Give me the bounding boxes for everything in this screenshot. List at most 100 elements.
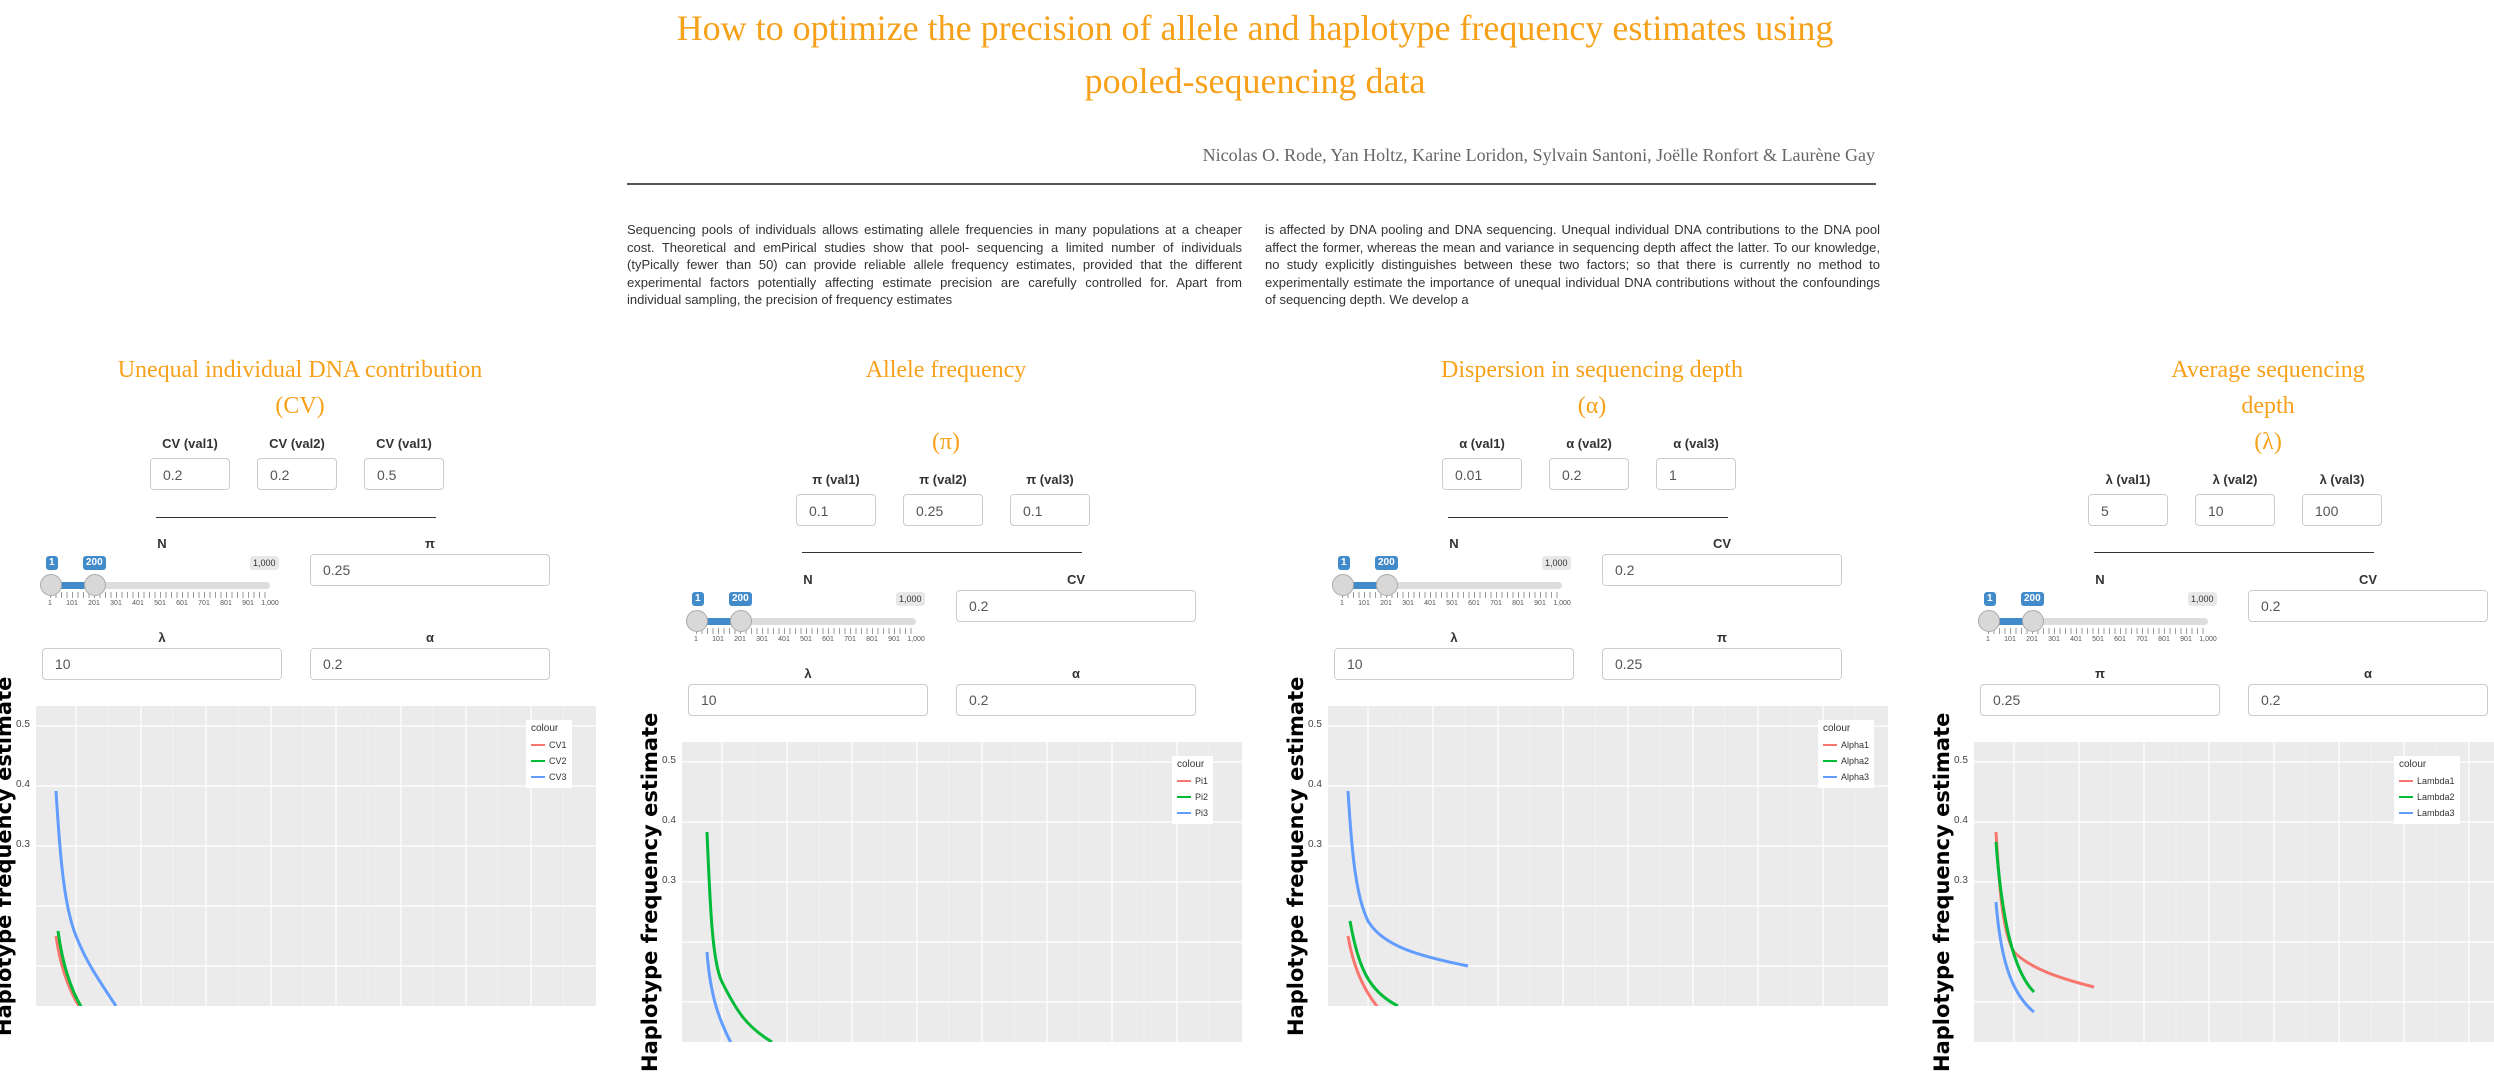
frequency-plot: colour Pi1 Pi2 Pi3 bbox=[682, 742, 1242, 1042]
var-input-1[interactable]: 5 bbox=[2088, 494, 2168, 526]
y-axis-label: Haplotype frequency estimate bbox=[0, 676, 16, 1036]
slider-tick-label: 501 bbox=[800, 636, 812, 643]
legend-item: CV2 bbox=[531, 753, 567, 769]
slider-tick-label: 301 bbox=[1402, 600, 1414, 607]
slider-track[interactable] bbox=[1988, 618, 2208, 625]
legend-item: Lambda3 bbox=[2399, 805, 2455, 821]
var-input-1[interactable]: 0.2 bbox=[150, 458, 230, 490]
n-range-slider[interactable]: 1 101 201 301 401 501 601 701 801 901 1,000 1 200 1,0… bbox=[40, 556, 280, 616]
slider-tick-label: 201 bbox=[88, 600, 100, 607]
slider-label: N bbox=[1449, 536, 1459, 551]
field-input-2[interactable]: 10 bbox=[688, 684, 928, 716]
field-label: CV bbox=[2358, 572, 2378, 587]
y-tick-label: 0.4 bbox=[662, 815, 676, 826]
legend-item: CV3 bbox=[531, 769, 567, 785]
var-input-1[interactable]: 0.01 bbox=[1442, 458, 1522, 490]
legend-swatch bbox=[1177, 812, 1191, 814]
slider-low-value: 1 bbox=[1338, 556, 1350, 570]
slider-tick-label: 1 bbox=[48, 600, 52, 607]
slider-handle-low[interactable] bbox=[40, 574, 62, 596]
slider-handle-high[interactable] bbox=[1376, 574, 1398, 596]
var-input-3[interactable]: 0.1 bbox=[1010, 494, 1090, 526]
var-input-2[interactable]: 0.2 bbox=[1549, 458, 1629, 490]
slider-tick-label: 801 bbox=[2158, 636, 2170, 643]
frequency-plot: colour Lambda1 Lambda2 Lambda3 bbox=[1974, 742, 2494, 1042]
n-range-slider[interactable]: 1 101 201 301 401 501 601 701 801 901 1,000 1 200 1,0… bbox=[686, 592, 926, 652]
page-title: How to optimize the precision of allele … bbox=[676, 8, 1834, 101]
slider-track[interactable] bbox=[50, 582, 270, 589]
slider-track[interactable] bbox=[696, 618, 916, 625]
field-input-2[interactable]: 10 bbox=[42, 648, 282, 680]
plot-canvas bbox=[682, 742, 1242, 1042]
plot-legend: colour Alpha1 Alpha2 Alpha3 bbox=[1818, 720, 1875, 788]
var-input-2[interactable]: 0.2 bbox=[257, 458, 337, 490]
slider-handle-low[interactable] bbox=[1978, 610, 2000, 632]
legend-item: Alpha2 bbox=[1823, 753, 1869, 769]
field-input-3[interactable]: 0.2 bbox=[2248, 684, 2488, 716]
legend-label: Lambda1 bbox=[2417, 776, 2455, 786]
slider-handle-high[interactable] bbox=[730, 610, 752, 632]
y-axis-label: Haplotype frequency estimate bbox=[1284, 676, 1308, 1036]
n-range-slider[interactable]: 1 101 201 301 401 501 601 701 801 901 1,000 1 200 1,0… bbox=[1978, 592, 2218, 652]
field-input-1[interactable]: 0.2 bbox=[2248, 590, 2488, 622]
slider-selected-range bbox=[1342, 582, 1386, 589]
slider-tick-label: 101 bbox=[712, 636, 724, 643]
var-label: α (val2) bbox=[1566, 436, 1612, 451]
slider-tick-label: 1 bbox=[694, 636, 698, 643]
slider-handle-high[interactable] bbox=[84, 574, 106, 596]
var-input-2[interactable]: 0.25 bbox=[903, 494, 983, 526]
var-input-3[interactable]: 0.5 bbox=[364, 458, 444, 490]
legend-swatch bbox=[531, 760, 545, 762]
legend-title: colour bbox=[2399, 759, 2427, 770]
legend-swatch bbox=[1177, 780, 1191, 782]
plot-canvas bbox=[1328, 706, 1888, 1006]
field-input-1[interactable]: 0.2 bbox=[1602, 554, 1842, 586]
field-input-3[interactable]: 0.25 bbox=[1602, 648, 1842, 680]
panel-title-line: Allele frequency bbox=[865, 357, 1027, 383]
slider-handle-low[interactable] bbox=[1332, 574, 1354, 596]
legend-swatch bbox=[531, 776, 545, 778]
slider-handle-high[interactable] bbox=[2022, 610, 2044, 632]
field-input-1[interactable]: 0.2 bbox=[956, 590, 1196, 622]
var-input-3[interactable]: 1 bbox=[1656, 458, 1736, 490]
var-input-3[interactable]: 100 bbox=[2302, 494, 2382, 526]
slider-tick-label: 101 bbox=[66, 600, 78, 607]
legend-swatch bbox=[1823, 744, 1837, 746]
field-input-3[interactable]: 0.2 bbox=[956, 684, 1196, 716]
slider-tick-label: 301 bbox=[756, 636, 768, 643]
slider-tick-label: 601 bbox=[2114, 636, 2126, 643]
slider-max-value: 1,000 bbox=[1542, 556, 1571, 570]
slider-track[interactable] bbox=[1342, 582, 1562, 589]
legend-label: Pi3 bbox=[1195, 808, 1209, 818]
var-label: CV (val1) bbox=[376, 436, 432, 451]
legend-title: colour bbox=[1177, 759, 1205, 770]
var-input-2[interactable]: 10 bbox=[2195, 494, 2275, 526]
panel-3: Dispersion in sequencing depth (α) α (val1… bbox=[1272, 352, 1888, 1036]
legend-label: CV3 bbox=[549, 772, 567, 782]
slider-handle-low[interactable] bbox=[686, 610, 708, 632]
panel-title-line: depth bbox=[2241, 393, 2295, 419]
field-input-3[interactable]: 0.2 bbox=[310, 648, 550, 680]
panel-title-line: (π) bbox=[931, 429, 961, 455]
n-range-slider[interactable]: 1 101 201 301 401 501 601 701 801 901 1,000 1 200 1,0… bbox=[1332, 556, 1572, 616]
plot-canvas bbox=[36, 706, 596, 1006]
var-label: π (val2) bbox=[919, 472, 967, 487]
legend-item: Pi3 bbox=[1177, 805, 1208, 821]
var-input-1[interactable]: 0.1 bbox=[796, 494, 876, 526]
slider-tick-label: 901 bbox=[2180, 636, 2192, 643]
field-input-2[interactable]: 10 bbox=[1334, 648, 1574, 680]
panel-title-line: Unequal individual DNA contribution bbox=[117, 357, 483, 383]
slider-tick-label: 601 bbox=[176, 600, 188, 607]
slider-max-value: 1,000 bbox=[250, 556, 279, 570]
y-axis-label: Haplotype frequency estimate bbox=[1930, 712, 1954, 1072]
legend-label: CV2 bbox=[549, 756, 567, 766]
slider-ticks bbox=[696, 628, 916, 634]
slider-tick-label: 501 bbox=[1446, 600, 1458, 607]
slider-tick-label: 101 bbox=[2004, 636, 2016, 643]
series-line-2 bbox=[1348, 920, 1399, 1006]
legend-title: colour bbox=[1823, 723, 1851, 734]
field-input-2[interactable]: 0.25 bbox=[1980, 684, 2220, 716]
field-input-1[interactable]: 0.25 bbox=[310, 554, 550, 586]
panel-title-line bbox=[626, 388, 1266, 424]
legend-title: colour bbox=[531, 723, 559, 734]
